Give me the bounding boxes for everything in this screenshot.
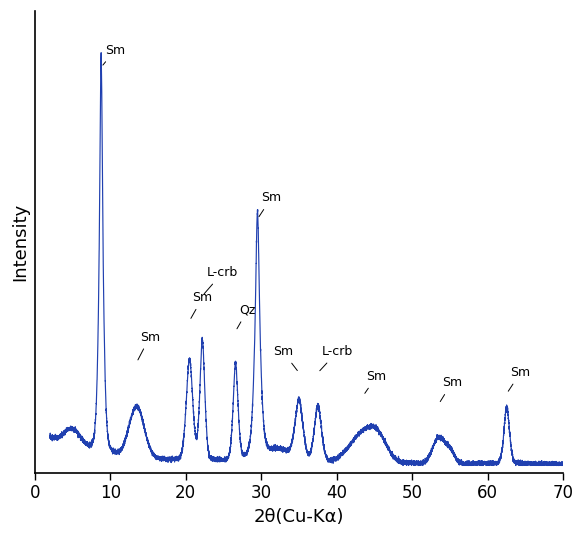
Y-axis label: Intensity: Intensity [11,202,29,281]
Text: Sm: Sm [273,345,297,371]
Text: Sm: Sm [138,331,160,360]
Text: Qz: Qz [237,303,256,329]
Text: Sm: Sm [441,376,462,402]
Text: Sm: Sm [191,291,213,318]
Text: L-crb: L-crb [204,266,238,294]
Text: Sm: Sm [508,366,531,391]
Text: Sm: Sm [103,44,125,65]
X-axis label: 2θ(Cu-Kα): 2θ(Cu-Kα) [254,508,345,526]
Text: L-crb: L-crb [320,345,353,371]
Text: Sm: Sm [259,191,281,216]
Text: Sm: Sm [365,370,386,393]
